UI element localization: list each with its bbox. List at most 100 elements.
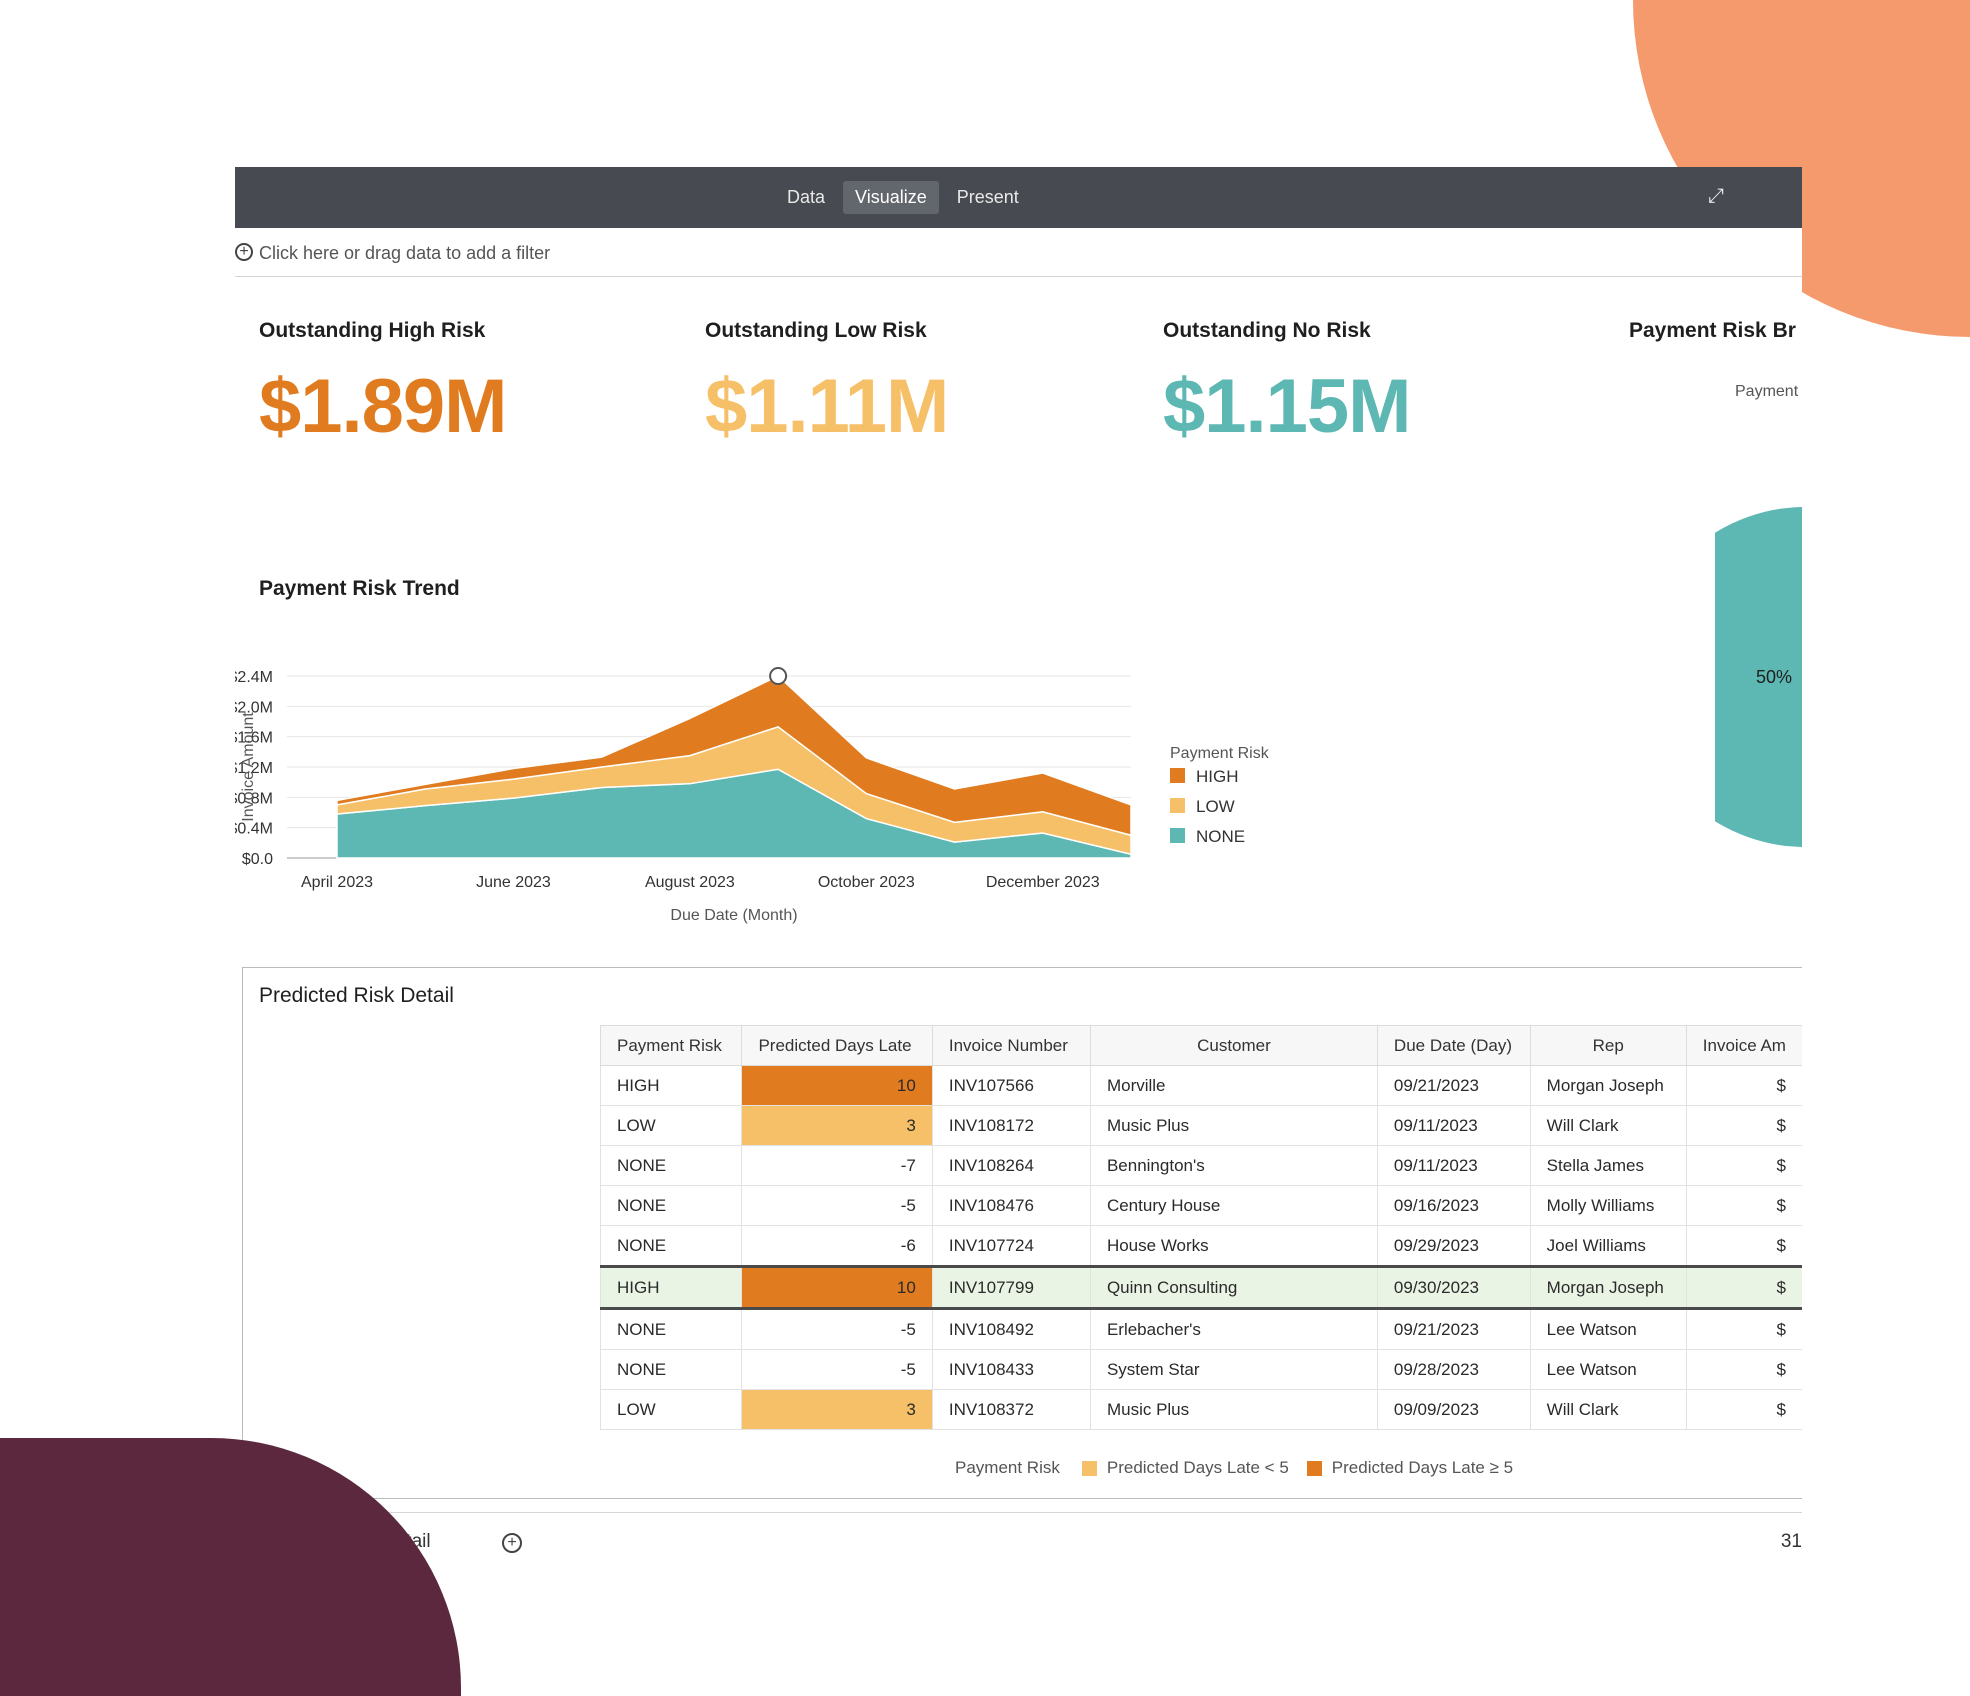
add-canvas-icon[interactable]: + — [502, 1533, 522, 1553]
cell-days: -5 — [741, 1308, 933, 1350]
cell-customer: Music Plus — [1089, 1105, 1378, 1146]
cell-amount: $ — [1685, 1265, 1802, 1310]
cell-invoice: INV108492 — [931, 1308, 1091, 1350]
cell-invoice: INV108172 — [931, 1105, 1091, 1146]
cell-days: 10 — [741, 1265, 933, 1310]
table-row[interactable]: LOW 3 INV108372 Music Plus 09/09/2023 Will Cl… — [599, 1389, 1802, 1430]
legend-swatch — [1170, 828, 1185, 843]
column-header[interactable]: Rep — [1529, 1025, 1687, 1066]
table-row[interactable]: NONE -5 INV108492 Erlebacher's 09/21/2023 Lee… — [599, 1308, 1802, 1350]
cell-customer: Erlebacher's — [1089, 1308, 1378, 1350]
breakdown-subtitle: Payment — [1735, 383, 1799, 400]
cell-customer: Music Plus — [1089, 1389, 1378, 1430]
cell-amount: $ — [1685, 1349, 1802, 1390]
tab-visualize[interactable]: Visualize — [843, 181, 939, 214]
mode-tabs: Data Visualize Present — [775, 181, 1031, 214]
cell-rep: Joel Williams — [1529, 1225, 1687, 1267]
cell-days: -7 — [741, 1145, 933, 1186]
area-high — [336, 675, 1132, 837]
cell-customer: System Star — [1089, 1349, 1378, 1390]
column-header[interactable]: Customer — [1089, 1025, 1378, 1066]
x-tick-label: August 2023 — [645, 874, 735, 891]
x-tick-label: October 2023 — [818, 874, 915, 891]
legend-swatch-high — [1306, 1460, 1322, 1476]
legend-label: NONE — [1196, 827, 1245, 846]
column-header[interactable]: Invoice Am — [1685, 1025, 1802, 1066]
y-tick-label: $2.4M — [235, 669, 273, 686]
trend-title: Payment Risk Trend — [259, 577, 460, 600]
filter-bar[interactable]: + Click here or drag data to add a filte… — [235, 228, 1802, 277]
cell-days: -5 — [741, 1349, 933, 1390]
cell-due: 09/29/2023 — [1376, 1225, 1531, 1267]
cell-customer: Century House — [1089, 1185, 1378, 1226]
analytics-workbook: Data Visualize Present ⤢ + Click here or… — [235, 167, 1802, 1587]
y-tick-label: $0.8M — [235, 790, 273, 807]
cell-rep: Lee Watson — [1529, 1349, 1687, 1390]
kpi-value: $1.89M — [259, 364, 507, 449]
cell-amount: $ — [1685, 1065, 1802, 1106]
cell-invoice: INV108476 — [931, 1185, 1091, 1226]
cell-days: 3 — [741, 1105, 933, 1146]
x-tick-label: December 2023 — [986, 874, 1100, 891]
cell-rep: Stella James — [1529, 1145, 1687, 1186]
kpi-low-risk[interactable]: Outstanding Low Risk $1.11M — [705, 319, 949, 450]
cell-risk: NONE — [599, 1349, 743, 1390]
kpi-title: Outstanding High Risk — [259, 319, 486, 342]
cell-invoice: INV107566 — [931, 1065, 1091, 1106]
cell-customer: Morville — [1089, 1065, 1378, 1106]
add-filter-icon[interactable]: + — [235, 243, 253, 261]
cell-rep: Morgan Joseph — [1529, 1065, 1687, 1106]
cell-due: 09/30/2023 — [1376, 1265, 1531, 1310]
pie-slice-label: 50% — [1756, 667, 1792, 687]
x-tick-label: June 2023 — [476, 874, 551, 891]
legend-swatch-low — [1081, 1460, 1097, 1476]
top-toolbar: Data Visualize Present ⤢ — [235, 167, 1802, 228]
cell-customer: Bennington's — [1089, 1145, 1378, 1186]
kpi-no-risk[interactable]: Outstanding No Risk $1.15M — [1163, 319, 1411, 450]
cell-days: -5 — [741, 1185, 933, 1226]
y-tick-label: $0.0 — [242, 851, 273, 868]
cell-invoice: INV108433 — [931, 1349, 1091, 1390]
payment-risk-trend-chart[interactable]: $0.0 $0.4M $0.8M $1.2M $1.6M $2.0M $2.4M April … — [235, 607, 1415, 927]
column-header[interactable]: Due Date (Day) — [1376, 1025, 1531, 1066]
y-tick-label: $0.4M — [235, 821, 273, 838]
column-header[interactable]: Payment Risk — [599, 1025, 743, 1066]
cell-due: 09/16/2023 — [1376, 1185, 1531, 1226]
column-header[interactable]: Invoice Number — [931, 1025, 1091, 1066]
y-axis-title: Invoice Amount — [240, 712, 257, 822]
column-header[interactable]: Predicted Days Late — [741, 1025, 933, 1066]
cell-due: 09/11/2023 — [1376, 1105, 1531, 1146]
kpi-high-risk[interactable]: Outstanding High Risk $1.89M — [259, 319, 507, 450]
breakdown-pie[interactable]: 50% — [1635, 507, 1802, 852]
x-tick-label: April 2023 — [301, 874, 373, 891]
cell-rep: Lee Watson — [1529, 1308, 1687, 1350]
breakdown-title: Payment Risk Br — [1629, 319, 1796, 342]
cell-amount: $ — [1685, 1308, 1802, 1350]
cell-rep: Morgan Joseph — [1529, 1265, 1687, 1310]
detail-table[interactable]: Payment Risk Predicted Days Late Invoice… — [599, 1025, 1802, 1430]
table-row[interactable]: NONE -5 INV108433 System Star 09/28/2023 Lee … — [599, 1349, 1802, 1390]
x-axis-title: Due Date (Month) — [670, 907, 797, 924]
table-row[interactable]: NONE -7 INV108264 Bennington's 09/11/2023 Ste… — [599, 1145, 1802, 1186]
cell-amount: $ — [1685, 1185, 1802, 1226]
cell-risk: HIGH — [599, 1265, 743, 1310]
cell-due: 09/09/2023 — [1376, 1389, 1531, 1430]
tab-data[interactable]: Data — [787, 187, 826, 207]
cell-rep: Will Clark — [1529, 1105, 1687, 1146]
cell-invoice: INV107724 — [931, 1225, 1091, 1267]
cell-invoice: INV108372 — [931, 1389, 1091, 1430]
expand-icon[interactable]: ⤢ — [1708, 185, 1724, 207]
page-count: 31 — [1780, 1531, 1802, 1552]
table-row[interactable]: NONE -6 INV107724 House Works 09/29/2023 Joel… — [599, 1225, 1802, 1267]
table-row[interactable]: LOW 3 INV108172 Music Plus 09/11/2023 Will Cl… — [599, 1105, 1802, 1146]
tab-present[interactable]: Present — [956, 187, 1019, 207]
cell-due: 09/28/2023 — [1376, 1349, 1531, 1390]
cell-risk: HIGH — [599, 1065, 743, 1106]
legend-swatch — [1170, 798, 1185, 813]
legend-title: Payment Risk — [955, 1458, 1060, 1477]
kpi-title: Outstanding No Risk — [1163, 319, 1371, 342]
table-row[interactable]: HIGH 10 INV107799 Quinn Consulting 09/30/202… — [599, 1265, 1802, 1310]
filter-placeholder[interactable]: Click here or drag data to add a filter — [259, 243, 551, 263]
table-row[interactable]: NONE -5 INV108476 Century House 09/16/2023 Mo… — [599, 1185, 1802, 1226]
table-row[interactable]: HIGH 10 INV107566 Morville 09/21/2023 Morgan … — [599, 1065, 1802, 1106]
